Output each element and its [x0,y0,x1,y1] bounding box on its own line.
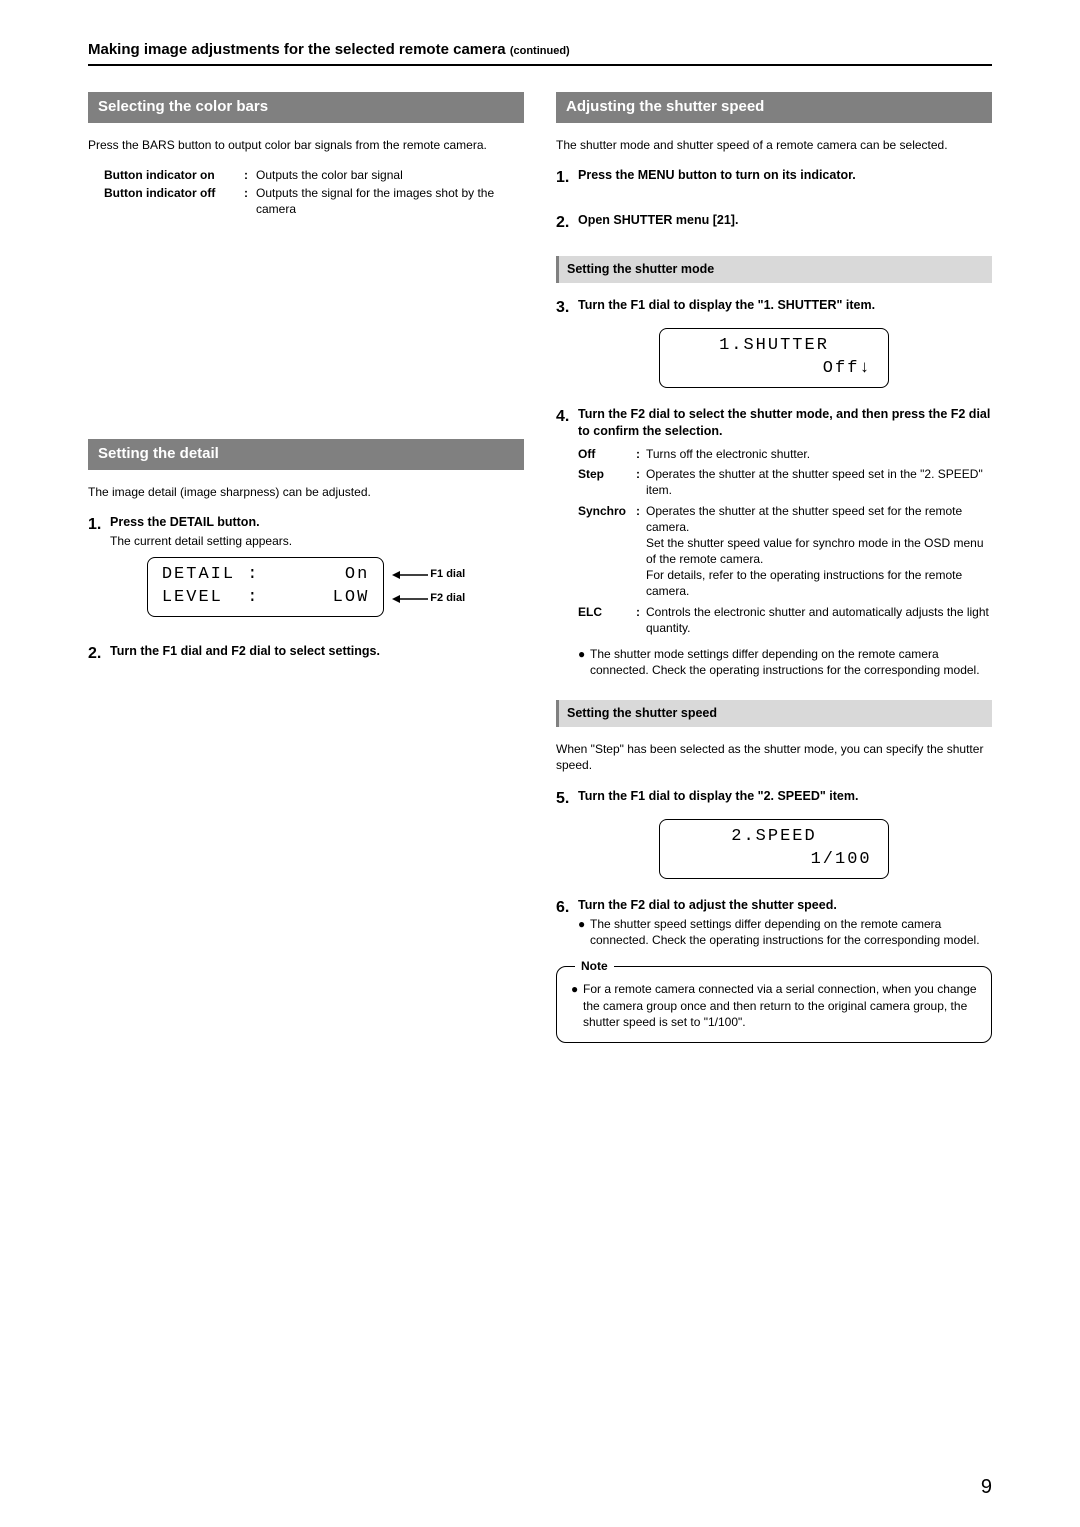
detail-step-1: 1. Press the DETAIL button. The current … [88,514,524,549]
button-indicator-block: Button indicator on : Outputs the color … [88,167,524,218]
step-number: 5. [556,788,578,810]
shutter-step4-head: Turn the F2 dial to select the shutter m… [578,406,992,440]
shutter-step6-head: Turn the F2 dial to adjust the shutter s… [578,897,992,914]
detail-lcd-wrap: DETAIL : On LEVEL : LOW F1 dial F2 dial [88,557,524,617]
mode-off-label: Off [578,446,636,462]
step-number: 2. [556,212,578,234]
shutter-step-1: 1. Press the MENU button to turn on its … [556,167,992,189]
shutter-lcd-1: 1.SHUTTER Off↓ [659,328,889,388]
page-header: Making image adjustments for the selecte… [88,40,992,66]
bullet-icon: ● [578,916,590,948]
indicator-off-desc: Outputs the signal for the images shot b… [256,185,524,217]
indicator-on-label: Button indicator on [104,167,244,183]
lcd-line1: 1.SHUTTER [674,335,874,358]
note-box: Note ● For a remote camera connected via… [556,966,992,1043]
step-number: 4. [556,406,578,440]
shutter-step-2: 2. Open SHUTTER menu [21]. [556,212,992,234]
lcd-line2: LEVEL : LOW [162,587,369,610]
colon: : [244,185,256,217]
mode-step-label: Step [578,466,636,498]
mode-synchro-desc: Operates the shutter at the shutter spee… [646,503,992,600]
modes-note-text: The shutter mode settings differ dependi… [590,646,992,678]
mode-synchro-label: Synchro [578,503,636,600]
right-column: Adjusting the shutter speed The shutter … [556,92,992,1043]
step-number: 1. [556,167,578,189]
section-bar-color-bars: Selecting the color bars [88,92,524,122]
lcd-line1: 2.SPEED [674,826,874,849]
step-number: 6. [556,897,578,948]
f1-dial-label: F1 dial [430,567,465,582]
detail-lcd: DETAIL : On LEVEL : LOW [147,557,384,617]
indicator-off-label: Button indicator off [104,185,244,217]
spacer [88,219,524,439]
detail-step-2: 2. Turn the F1 dial and F2 dial to selec… [88,643,524,665]
detail-intro: The image detail (image sharpness) can b… [88,484,524,500]
shutter-step2-head: Open SHUTTER menu [21]. [578,212,992,229]
f2-dial-label: F2 dial [430,591,465,606]
step6-note-text: The shutter speed settings differ depend… [590,916,992,948]
section-bar-detail: Setting the detail [88,439,524,469]
sub-bar-shutter-speed: Setting the shutter speed [556,700,992,727]
shutter-step1-head: Press the MENU button to turn on its ind… [578,167,992,184]
colon: : [244,167,256,183]
page-continued: (continued) [510,45,570,57]
lcd-line2: 1/100 [674,849,874,872]
shutter-step-3: 3. Turn the F1 dial to display the "1. S… [556,297,992,319]
page-title-text: Making image adjustments for the selecte… [88,41,506,58]
shutter-mode-table: Off : Turns off the electronic shutter. … [556,446,992,636]
mode-step-desc: Operates the shutter at the shutter spee… [646,466,992,498]
detail-step2-head: Turn the F1 dial and F2 dial to select s… [110,643,524,660]
bullet-icon: ● [571,981,583,1030]
header-rule [88,64,992,66]
color-bars-intro: Press the BARS button to output color ba… [88,137,524,153]
shutter-step-5: 5. Turn the F1 dial to display the "2. S… [556,788,992,810]
shutter-speed-intro: When "Step" has been selected as the shu… [556,741,992,773]
modes-note: ● The shutter mode settings differ depen… [556,646,992,678]
shutter-lcd-2: 2.SPEED 1/100 [659,819,889,879]
step-number: 2. [88,643,110,665]
mode-off-desc: Turns off the electronic shutter. [646,446,992,462]
shutter-intro: The shutter mode and shutter speed of a … [556,137,992,153]
sub-bar-shutter-mode: Setting the shutter mode [556,256,992,283]
section-bar-shutter: Adjusting the shutter speed [556,92,992,122]
detail-step1-sub: The current detail setting appears. [110,533,524,549]
shutter-step-4: 4. Turn the F2 dial to select the shutte… [556,406,992,440]
lcd-line1: DETAIL : On [162,564,369,587]
mode-elc-label: ELC [578,604,636,636]
note-title: Note [575,958,614,974]
lcd-line2: Off↓ [674,358,874,381]
indicator-on-desc: Outputs the color bar signal [256,167,524,183]
detail-step1-head: Press the DETAIL button. [110,514,524,531]
content-columns: Selecting the color bars Press the BARS … [88,92,992,1043]
arrow-left-icon [392,594,430,604]
step-number: 3. [556,297,578,319]
mode-elc-desc: Controls the electronic shutter and auto… [646,604,992,636]
shutter-step3-head: Turn the F1 dial to display the "1. SHUT… [578,297,992,314]
bullet-icon: ● [578,646,590,678]
step-number: 1. [88,514,110,549]
arrow-left-icon [392,570,430,580]
left-column: Selecting the color bars Press the BARS … [88,92,524,1043]
page-number: 9 [981,1474,992,1501]
shutter-step-6: 6. Turn the F2 dial to adjust the shutte… [556,897,992,948]
note-text: For a remote camera connected via a seri… [583,981,977,1030]
shutter-step5-head: Turn the F1 dial to display the "2. SPEE… [578,788,992,805]
